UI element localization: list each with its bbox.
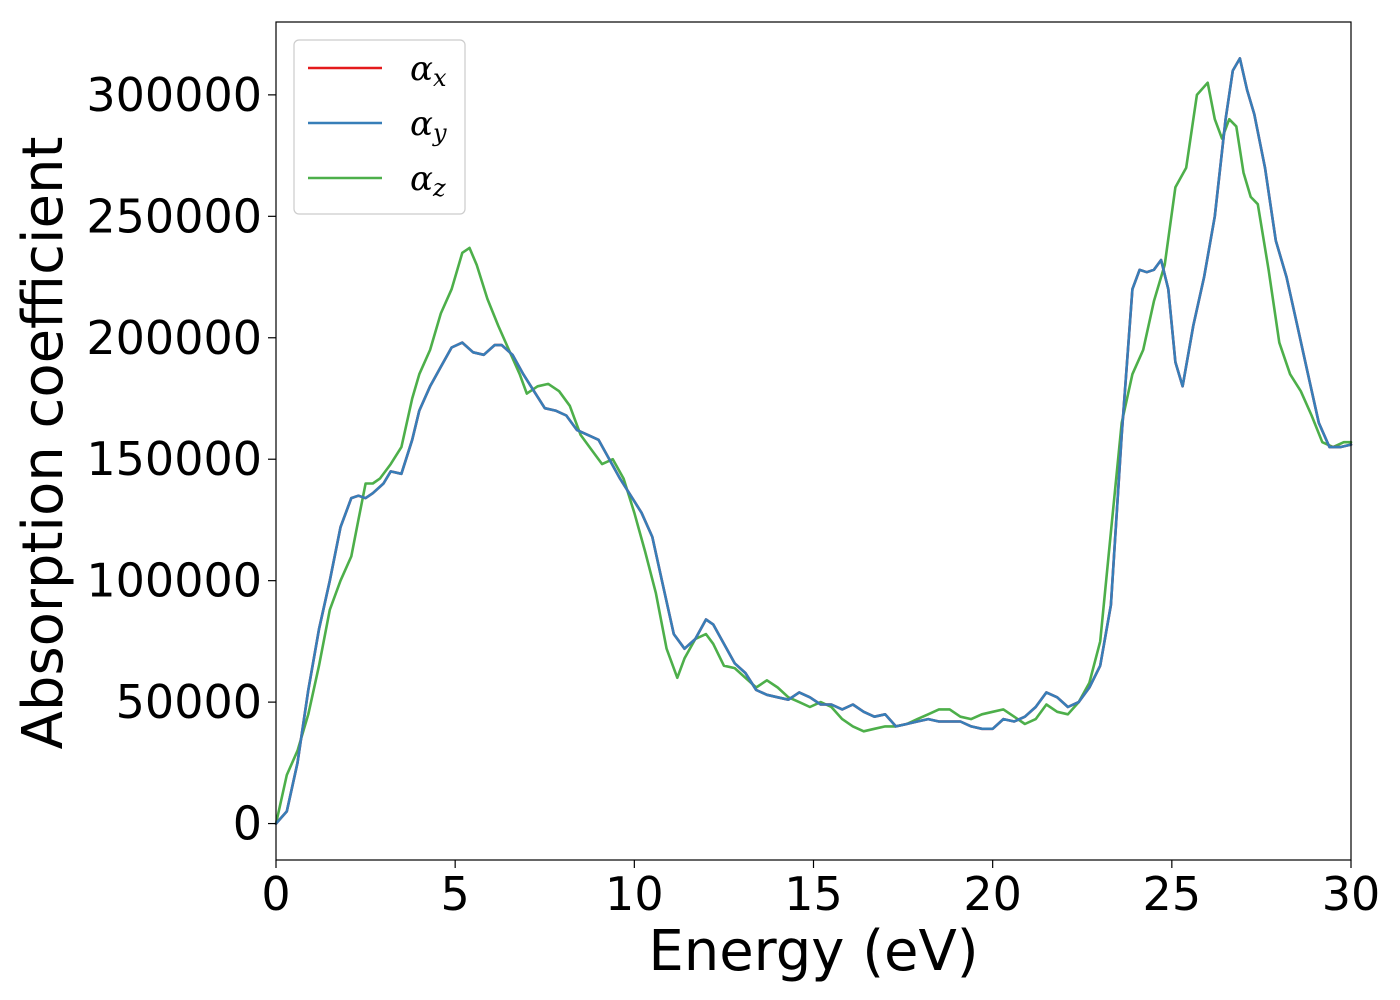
x-tick-label: 0 bbox=[261, 867, 290, 921]
x-tick-label: 15 bbox=[784, 867, 843, 921]
legend: αx αy αz bbox=[293, 39, 466, 215]
x-tick-label: 10 bbox=[605, 867, 664, 921]
x-tick-label: 25 bbox=[1143, 867, 1202, 921]
y-tick-label: 200000 bbox=[86, 311, 262, 365]
series-layer bbox=[274, 57, 1353, 825]
legend-label-x: αx bbox=[410, 49, 447, 92]
y-tick-label: 100000 bbox=[86, 554, 262, 608]
series-line-z bbox=[274, 81, 1353, 825]
x-tick-label: 5 bbox=[441, 867, 470, 921]
y-tick-label: 250000 bbox=[86, 189, 262, 243]
y-tick-label: 300000 bbox=[86, 68, 262, 122]
x-tick-label: 20 bbox=[963, 867, 1022, 921]
x-axis-ticks: 0 5 10 15 20 25 30 bbox=[261, 860, 1380, 921]
series-line-y bbox=[274, 57, 1353, 825]
legend-label-y: αy bbox=[410, 104, 447, 147]
y-axis-ticks: 0 50000 100000 150000 200000 250000 300000 bbox=[86, 68, 276, 851]
legend-label-z: αz bbox=[410, 159, 446, 202]
y-axis-title: Absorption coefficient bbox=[11, 137, 76, 750]
legend-box bbox=[293, 39, 466, 215]
y-tick-label: 150000 bbox=[86, 432, 262, 486]
x-tick-label: 30 bbox=[1322, 867, 1381, 921]
y-tick-label: 50000 bbox=[116, 675, 262, 729]
y-tick-label: 0 bbox=[233, 797, 262, 851]
x-axis-title: Energy (eV) bbox=[648, 919, 978, 984]
